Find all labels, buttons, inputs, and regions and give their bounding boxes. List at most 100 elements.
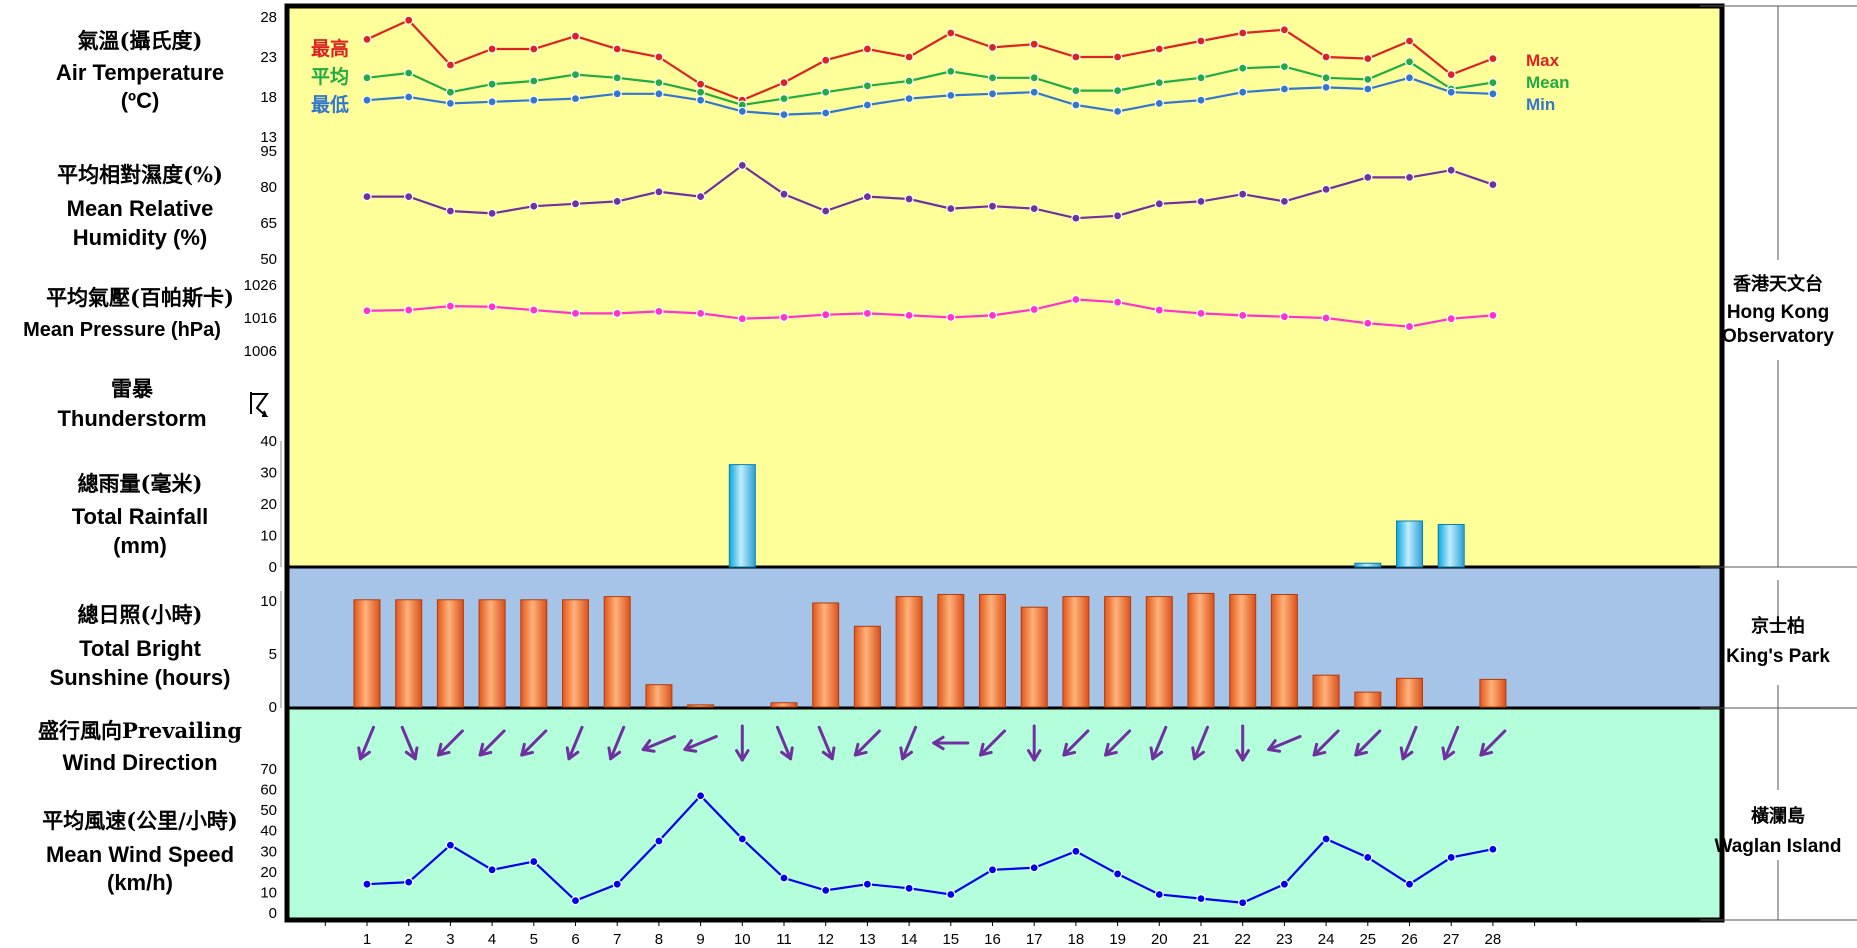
wind-arrow <box>1191 725 1210 761</box>
y-tick-label: 20 <box>260 864 277 881</box>
wind-arrow-head <box>641 748 656 753</box>
x-tick-label: 24 <box>1318 931 1335 948</box>
wind-speed-point <box>862 879 873 889</box>
temp-min-point <box>612 89 622 99</box>
temp-max-point <box>1321 52 1331 62</box>
rain-label-en2: (mm) <box>113 533 167 558</box>
temp-min-line <box>366 76 1493 116</box>
pressure-label-zh: 平均氣壓(百帕斯卡) <box>46 285 234 310</box>
temp-mean-point <box>1321 73 1331 83</box>
temp-max-point <box>1112 52 1123 62</box>
y-tick-label: 5 <box>269 646 277 663</box>
wind-arrow <box>683 734 718 753</box>
wind-arrow-shaft <box>609 725 626 761</box>
wind-speed-point <box>1071 846 1081 856</box>
temp-mean-point <box>654 77 664 88</box>
wind-arrow-head <box>1062 742 1068 757</box>
wind-arrow-head <box>520 742 526 757</box>
temp-min-point <box>1488 89 1498 99</box>
wind-arrow-shaft <box>358 725 376 761</box>
wind-arrow-shaft <box>1401 725 1418 761</box>
sun-label-zh: 總日照(小時) <box>78 602 203 627</box>
wind-arrow-shaft <box>1354 729 1382 757</box>
wind-arrow-head <box>565 746 571 761</box>
temp-min-point <box>570 93 581 104</box>
pressure-point <box>1112 297 1123 307</box>
humidity-point <box>487 208 497 218</box>
humidity-point <box>1279 196 1290 206</box>
x-tick-label: 10 <box>734 931 751 948</box>
temp-max-point <box>1404 36 1415 46</box>
pressure-point <box>695 308 706 318</box>
temp-mean-line <box>366 60 1494 107</box>
rain-bar <box>1354 562 1382 568</box>
temp-mean-point <box>1488 77 1498 88</box>
y-tick-label: 30 <box>260 843 277 860</box>
temp-max-point <box>445 60 455 70</box>
wind-speed-point <box>779 873 789 883</box>
pressure-point <box>487 302 497 312</box>
humidity-point <box>987 201 998 211</box>
wind-arrow-shaft <box>400 725 417 761</box>
temp-mean-point <box>779 93 789 104</box>
x-tick-label: 22 <box>1234 931 1251 948</box>
temp-max-point <box>779 77 789 88</box>
y-tick-label: 50 <box>260 802 277 819</box>
station-frame <box>1700 5 1857 921</box>
sunshine-bar <box>436 599 464 708</box>
wind-arrow-head <box>1354 742 1360 757</box>
wind-arrow-head <box>641 739 652 752</box>
temp-max-line <box>366 18 1494 102</box>
wind-arrow-head <box>978 750 993 757</box>
wind-arrow <box>1399 725 1418 761</box>
humidity-point <box>1154 199 1164 209</box>
temp-max-point <box>862 44 873 54</box>
x-tick-label: 12 <box>817 931 834 948</box>
y-tick-label: 18 <box>260 89 277 106</box>
wind-arrow-head <box>1026 749 1036 762</box>
wind-arrow-head <box>358 750 371 761</box>
x-tick-label: 18 <box>1068 931 1085 948</box>
humidity-point <box>1404 172 1415 182</box>
temp-mean-point <box>1196 73 1206 83</box>
temp-mean-point <box>1071 85 1081 96</box>
temp-mean-point <box>1029 73 1039 83</box>
wind-arrow-head <box>1062 750 1077 757</box>
temp-min-point <box>1112 106 1123 117</box>
sunshine-bar <box>1354 691 1382 708</box>
wind-arrow <box>1479 729 1507 757</box>
rain-bar <box>728 464 756 568</box>
temp-max-point <box>529 44 539 54</box>
x-tick-label: 14 <box>901 931 918 948</box>
temp-max-point <box>1279 25 1290 35</box>
x-tick-label: 11 <box>776 931 792 948</box>
wind-arrow-head <box>899 746 905 761</box>
wind-speed-point <box>821 885 831 895</box>
wind-speed-point <box>654 836 664 846</box>
wind-arrow-shaft <box>1267 734 1302 752</box>
temp-mean-point <box>1238 63 1248 73</box>
temp-min-point <box>1196 95 1206 105</box>
pressure-point <box>1363 318 1373 328</box>
row-labels: 氣溫(攝氏度) Air Temperature (ºC) 平均相對濕度(%) M… <box>23 28 242 895</box>
x-tick-label: 27 <box>1443 931 1460 948</box>
pressure-point <box>654 306 664 316</box>
sunshine-bar <box>895 596 923 708</box>
wind-arrow-shaft <box>775 725 793 761</box>
x-tick-label: 5 <box>530 931 538 948</box>
temp-min-point <box>779 109 789 120</box>
humidity-point <box>404 192 414 202</box>
pressure-point <box>612 308 622 318</box>
humidity-point <box>1363 172 1373 182</box>
temp-mean-point <box>1154 77 1164 88</box>
wind-arrow-head <box>478 750 493 757</box>
temp-max-point <box>570 31 581 41</box>
temp-max-point <box>404 15 414 25</box>
station-labels: 香港天文台 Hong Kong Observatory 京士柏 King's P… <box>1714 273 1841 857</box>
temp-label-zh: 氣溫(攝氏度) <box>78 28 203 53</box>
temp-max-point <box>695 79 706 89</box>
wind-arrow-head <box>1032 749 1042 762</box>
wind-arrow-head <box>413 746 419 761</box>
y-tick-label: 10 <box>260 884 277 901</box>
temp-max-point <box>1488 53 1498 64</box>
